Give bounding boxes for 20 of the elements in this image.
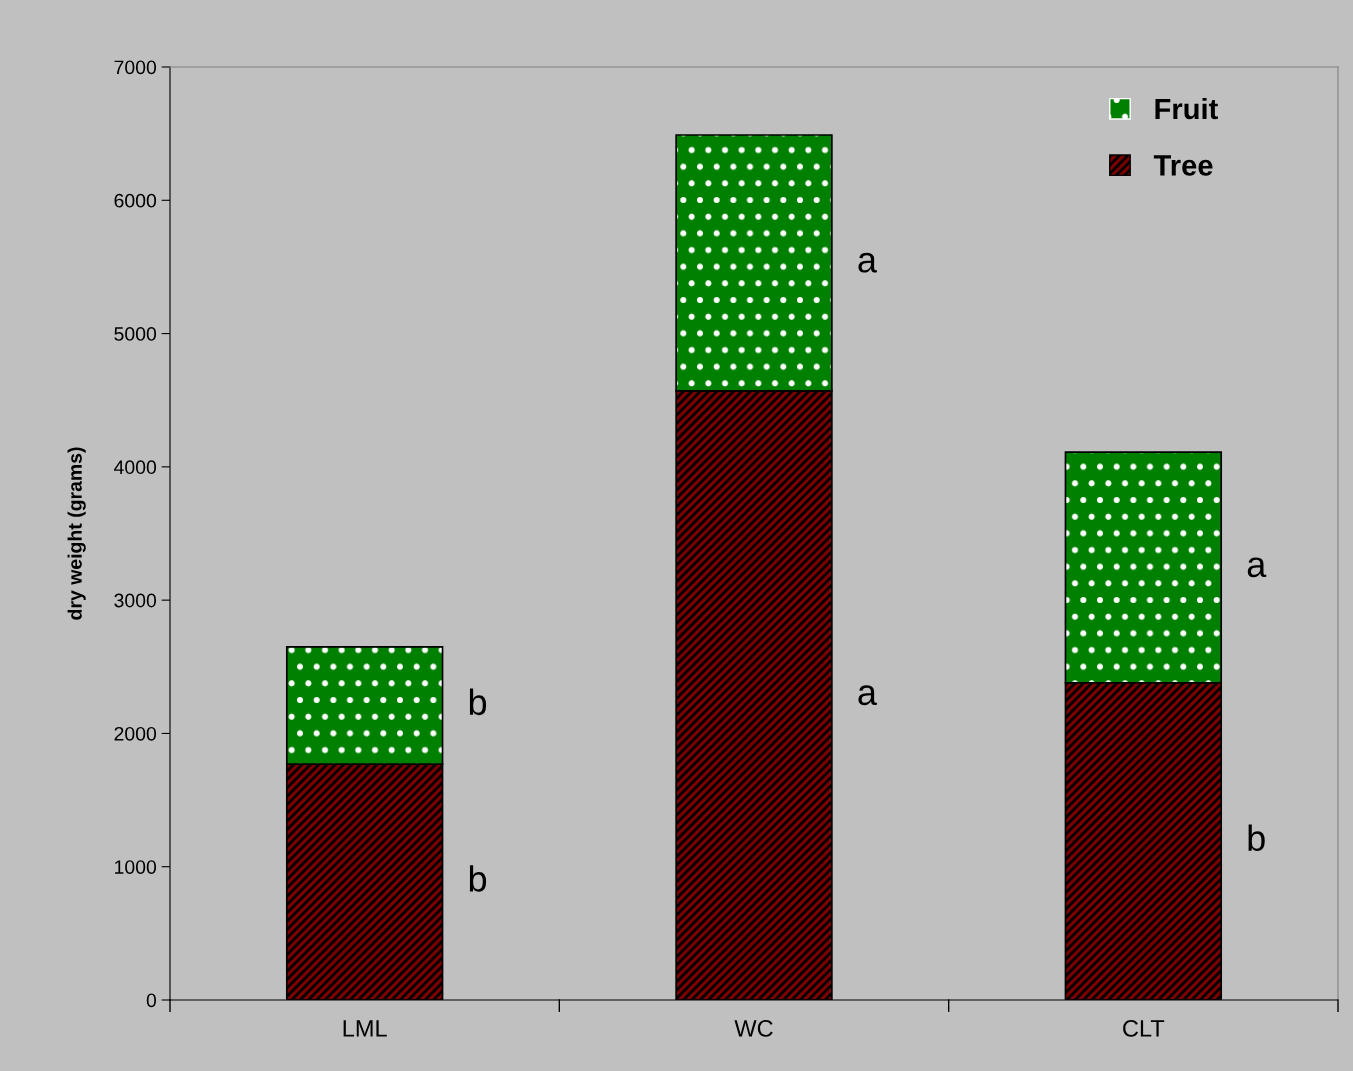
annotation: a (858, 252, 877, 273)
annotation: a (858, 685, 877, 706)
annotation: b (469, 688, 487, 716)
y-tick-label: 7000 (114, 60, 157, 75)
y-tick-label: 3000 (114, 593, 157, 608)
y-tick-label: 5000 (114, 327, 157, 341)
y-tick-label: 2000 (114, 726, 157, 741)
y-tick-label: 1000 (115, 860, 157, 874)
y-tick-label: 0 (146, 993, 157, 1008)
x-tick-label: LML (343, 1020, 387, 1037)
annotation: a (1247, 557, 1267, 578)
y-tick-label: 6000 (114, 193, 157, 208)
x-tick-label: WC (734, 1020, 773, 1037)
legend-label: Tree (1153, 155, 1213, 176)
legend-label: Fruit (1155, 97, 1218, 120)
y-axis-title: dry weight (grams) (67, 447, 86, 620)
annotation: b (469, 865, 487, 892)
annotation: b (1248, 824, 1265, 852)
x-tick-label: CLT (1123, 1020, 1165, 1037)
y-tick-label: 4000 (114, 460, 157, 475)
